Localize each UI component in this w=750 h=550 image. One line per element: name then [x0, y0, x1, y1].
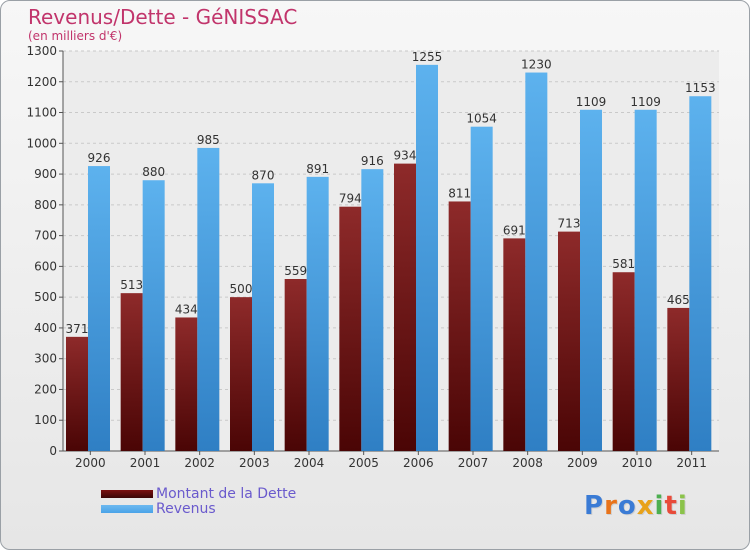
- data-label-dette: 465: [667, 293, 690, 307]
- x-tick-label: 2006: [403, 456, 434, 470]
- legend-swatch-revenus: [101, 505, 153, 513]
- logo-letter: x: [636, 491, 655, 521]
- y-tick-label: 300: [34, 352, 57, 366]
- data-label-revenus: 1255: [412, 50, 443, 64]
- legend-label-revenus: Revenus: [156, 501, 216, 517]
- y-tick-label: 600: [34, 259, 57, 273]
- bar-revenus: [252, 183, 274, 452]
- data-label-revenus: 916: [361, 154, 384, 168]
- logo-letter: o: [617, 491, 637, 521]
- x-tick-label: 2000: [75, 456, 106, 470]
- bar-dette: [339, 206, 362, 451]
- bar-revenus: [689, 96, 712, 451]
- plot-area: [63, 51, 719, 451]
- y-tick-label: 1100: [26, 106, 57, 120]
- data-label-dette: 434: [175, 302, 198, 316]
- x-tick-label: 2005: [348, 456, 379, 470]
- bar-dette: [667, 307, 690, 451]
- x-tick-label: 2003: [239, 456, 270, 470]
- bar-revenus: [634, 109, 657, 452]
- legend-swatch-dette: [101, 490, 153, 498]
- y-tick-label: 500: [34, 290, 57, 304]
- data-label-revenus: 926: [88, 151, 111, 165]
- data-label-revenus: 880: [142, 165, 165, 179]
- logo-letter: t: [664, 491, 678, 521]
- bar-revenus: [580, 109, 602, 452]
- bar-dette: [612, 272, 635, 451]
- bar-revenus: [197, 147, 220, 451]
- bar-dette: [394, 163, 416, 451]
- x-tick-label: 2004: [294, 456, 325, 470]
- data-label-revenus: 1153: [685, 81, 716, 95]
- bar-dette: [503, 238, 526, 451]
- y-tick-label: 900: [34, 167, 57, 181]
- x-tick-label: 2011: [676, 456, 707, 470]
- x-tick-label: 2010: [622, 456, 653, 470]
- data-label-dette: 691: [503, 223, 526, 237]
- bar-revenus: [142, 180, 165, 451]
- y-tick-label: 700: [34, 229, 57, 243]
- bar-revenus: [306, 176, 329, 451]
- x-tick-label: 2009: [567, 456, 598, 470]
- bar-revenus: [88, 166, 110, 452]
- bar-dette: [175, 317, 198, 451]
- data-label-dette: 559: [284, 264, 307, 278]
- bar-revenus: [361, 169, 384, 451]
- x-tick-label: 2007: [458, 456, 489, 470]
- bar-dette: [448, 201, 471, 451]
- y-tick-label: 1300: [26, 44, 57, 58]
- data-label-dette: 581: [612, 257, 635, 271]
- bar-revenus: [470, 126, 493, 451]
- data-label-revenus: 1230: [521, 58, 552, 72]
- bar-dette: [558, 231, 580, 451]
- chart-subtitle: (en milliers d'€): [28, 29, 123, 43]
- y-tick-label: 0: [49, 444, 57, 458]
- data-label-dette: 811: [448, 186, 471, 200]
- data-label-revenus: 1109: [576, 95, 607, 109]
- chart-title: Revenus/Dette - GéNISSAC: [28, 5, 298, 29]
- data-label-dette: 500: [230, 282, 253, 296]
- y-tick-label: 1000: [26, 136, 57, 150]
- y-tick-label: 1200: [26, 75, 57, 89]
- y-tick-label: 200: [34, 382, 57, 396]
- y-tick-label: 800: [34, 198, 57, 212]
- proxiti-logo: Proxiti: [584, 491, 688, 521]
- data-label-dette: 794: [339, 192, 362, 206]
- data-label-dette: 371: [66, 322, 89, 336]
- data-label-revenus: 870: [252, 168, 275, 182]
- x-tick-label: 2002: [184, 456, 215, 470]
- data-label-revenus: 891: [306, 162, 329, 176]
- x-tick-label: 2001: [130, 456, 161, 470]
- logo-letter: r: [604, 491, 618, 521]
- data-label-revenus: 985: [197, 133, 220, 147]
- legend-label-dette: Montant de la Dette: [156, 486, 297, 502]
- logo-letter: i: [654, 491, 665, 521]
- bar-revenus: [525, 72, 548, 452]
- x-tick-label: 2008: [512, 456, 543, 470]
- data-label-revenus: 1054: [466, 112, 497, 126]
- data-label-dette: 934: [394, 149, 417, 163]
- y-tick-label: 100: [34, 413, 57, 427]
- bar-dette: [284, 279, 307, 451]
- data-label-dette: 513: [120, 278, 143, 292]
- bar-dette: [66, 336, 88, 451]
- logo-letter: P: [584, 491, 605, 521]
- bar-dette: [120, 293, 143, 451]
- data-label-revenus: 1109: [630, 95, 661, 109]
- data-label-dette: 713: [558, 217, 581, 231]
- logo-letter: i: [677, 491, 688, 521]
- bar-dette: [230, 297, 252, 451]
- y-tick-label: 400: [34, 321, 57, 335]
- bar-revenus: [416, 64, 438, 451]
